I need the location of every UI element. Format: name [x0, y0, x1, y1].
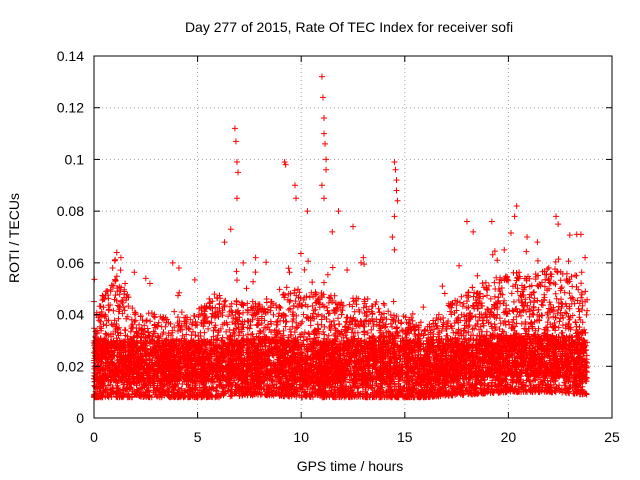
grid-lines [94, 56, 612, 418]
roti-point [488, 218, 495, 225]
y-tick-label: 0.04 [57, 307, 84, 323]
roti-point [393, 177, 400, 184]
roti-point [291, 182, 298, 189]
roti-point [577, 231, 584, 238]
x-tick-label: 25 [604, 429, 620, 445]
y-tick-label: 0 [76, 410, 84, 426]
x-tick-label: 20 [501, 429, 517, 445]
roti-point [252, 254, 259, 261]
roti-point [553, 213, 560, 220]
roti-point [511, 213, 518, 220]
roti-point [335, 208, 342, 215]
roti-point [392, 166, 399, 173]
roti-point [318, 182, 325, 189]
x-tick-label: 5 [194, 429, 202, 445]
roti-point [169, 259, 176, 266]
roti-point [122, 280, 129, 287]
roti-point [391, 246, 398, 253]
y-tick-label: 0.08 [57, 203, 84, 219]
x-tick-label: 10 [293, 429, 309, 445]
roti-point [329, 228, 336, 235]
roti-point [394, 197, 401, 204]
roti-point [350, 223, 356, 230]
roti-point [221, 239, 228, 246]
roti-point [235, 169, 242, 176]
roti-point [389, 234, 396, 240]
roti-point [281, 159, 288, 166]
roti-point [146, 280, 153, 287]
roti-point [463, 218, 470, 225]
roti-point [293, 195, 300, 202]
chart-title: Day 277 of 2015, Rate Of TEC Index for r… [185, 19, 513, 35]
roti-point [319, 94, 326, 101]
roti-point [524, 234, 531, 240]
roti-point [323, 156, 330, 163]
roti-point [240, 259, 247, 266]
roti-point [320, 115, 327, 122]
tick-labels: 0 5 10 15 20 25 0 0.02 0.04 0.06 0.08 0.1 0.12 0.14 [57, 48, 620, 445]
roti-point [232, 138, 239, 145]
roti-point [391, 213, 398, 220]
roti-point [323, 166, 330, 173]
roti-point [360, 254, 367, 261]
y-tick-label: 0.02 [57, 358, 84, 374]
roti-point-cloud [91, 230, 591, 401]
roti-point [233, 159, 240, 166]
x-tick-label: 0 [90, 429, 98, 445]
roti-point [391, 159, 398, 166]
y-tick-label: 0.12 [57, 100, 84, 116]
roti-point [304, 208, 311, 215]
roti-point [117, 254, 124, 261]
roti-point [555, 221, 562, 228]
data-points [91, 73, 591, 401]
roti-point [175, 265, 182, 272]
y-axis-label: ROTI / TECUs [6, 193, 22, 283]
y-tick-label: 0.14 [57, 48, 84, 64]
roti-point [142, 275, 149, 282]
roti-point [231, 125, 238, 132]
roti-point [582, 254, 589, 261]
roti-point [501, 246, 508, 253]
roti-point [318, 73, 325, 80]
roti-point [320, 195, 327, 202]
x-tick-label: 15 [397, 429, 413, 445]
axis-ticks [93, 55, 613, 419]
roti-point [470, 228, 477, 235]
roti-point [534, 239, 541, 246]
roti-point [393, 187, 400, 194]
plot-frame [93, 55, 613, 419]
roti-point [282, 161, 289, 168]
roti-point [322, 140, 329, 147]
y-tick-label: 0.1 [65, 151, 85, 167]
roti-point [513, 202, 520, 209]
roti-point [109, 265, 116, 272]
roti-point [113, 249, 120, 256]
roti-point [320, 130, 327, 137]
x-axis-label: GPS time / hours [297, 458, 404, 474]
y-tick-label: 0.06 [57, 255, 84, 271]
roti-point [233, 195, 240, 202]
roti-point [227, 226, 234, 233]
